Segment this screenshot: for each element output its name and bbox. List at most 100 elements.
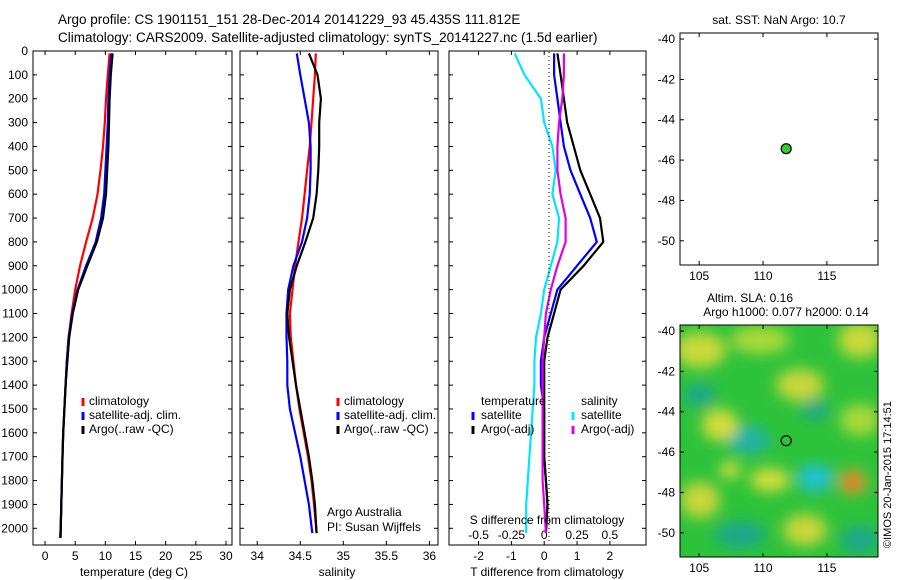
sst_map-ytick-label: -44: [658, 113, 676, 127]
temperature-xtick-label: 20: [159, 549, 173, 563]
salinity-legend-satellite: satellite-adj. clim.: [344, 408, 436, 422]
temperature-xtick-label: 25: [189, 549, 203, 563]
sla_map-ytick-label: -44: [658, 405, 676, 419]
difference-series-salinity-argo-adj-: [541, 53, 567, 534]
temperature-legend-climatology: climatology: [89, 394, 149, 408]
difference-legend-s-satellite: satellite: [581, 408, 622, 422]
salinity-series-argo-raw-qc-: [286, 52, 322, 534]
sla_map-ytick-label: -48: [658, 485, 676, 499]
difference-legend-t-satellite: satellite: [481, 408, 522, 422]
difference-x2tick-label: -0.5: [468, 528, 489, 542]
difference-x2tick-label: -0.25: [498, 528, 526, 542]
difference-xtick-label: -1: [506, 549, 517, 563]
difference-axes: [448, 50, 647, 546]
sst_map-ytick-label: -42: [658, 72, 676, 86]
salinity-xtick-label: 34: [251, 549, 265, 563]
depth-tick-label: 1000: [1, 283, 28, 297]
difference-series-temperature-argo-adj-: [543, 53, 605, 534]
salinity-legend-climatology: climatology: [344, 394, 404, 408]
depth-tick-label: 500: [8, 163, 28, 177]
sla_map-xtick-label: 105: [689, 561, 709, 575]
temperature-legend: climatology satellite-adj. clim. Argo(..…: [81, 394, 181, 436]
difference-legend-s-argo: Argo(-adj): [581, 422, 634, 436]
sst_map-ytick-label: -48: [658, 193, 676, 207]
temperature-xtick-label: 10: [99, 549, 113, 563]
difference-legend: temperature satellite Argo(-adj) salinit…: [471, 394, 634, 436]
sla_map-xtick-label: 115: [817, 561, 836, 575]
depth-tick-label: 1200: [1, 330, 28, 344]
sst-map-axes: [679, 32, 879, 266]
temperature-xtick-label: 5: [72, 549, 79, 563]
temperature-xlabel: temperature (deg C): [80, 565, 188, 579]
salinity-legend: climatology satellite-adj. clim. Argo(..…: [336, 394, 436, 436]
difference-legend-temperature-heading: temperature: [481, 394, 546, 408]
sla-heatmap: [680, 325, 878, 557]
header-line2: Climatology: CARS2009. Satellite-adjuste…: [58, 30, 598, 45]
depth-tick-label: 1400: [1, 378, 28, 392]
difference-x2tick-label: 0.5: [602, 528, 619, 542]
sst_map-xtick-label: 115: [817, 269, 836, 283]
temperature-legend-satellite: satellite-adj. clim.: [89, 408, 181, 422]
imos-watermark: ©IMOS 20-Jan-2015 17:14:51: [882, 401, 894, 548]
temperature-xtick-label: 15: [129, 549, 143, 563]
salinity-annotation-line2: PI: Susan Wijffels: [327, 520, 421, 534]
sla-map-title-line1: Altim. SLA: 0.16: [707, 291, 793, 305]
salinity-annotation-line1: Argo Australia: [327, 505, 402, 519]
salinity-xtick-label: 34.5: [289, 549, 313, 563]
difference-xtick-label: 0: [541, 549, 548, 563]
depth-tick-label: 400: [8, 139, 28, 153]
sst_map-xtick-label: 110: [753, 269, 772, 283]
difference-legend-t-argo: Argo(-adj): [481, 422, 534, 436]
sla_map-ytick-label: -42: [658, 364, 676, 378]
depth-tick-label: 600: [8, 187, 28, 201]
temperature-xtick-label: 30: [219, 549, 233, 563]
header-line1: Argo profile: CS 1901151_151 28-Dec-2014…: [58, 12, 520, 27]
depth-tick-label: 1300: [1, 354, 28, 368]
sst_map-ytick-label: -50: [658, 234, 676, 248]
salinity-xlabel: salinity: [319, 565, 356, 579]
depth-tick-label: 700: [8, 211, 28, 225]
profile-series: [59, 52, 792, 538]
difference-x2tick-label: 0.25: [565, 528, 589, 542]
sla_map-ytick-label: -40: [658, 324, 676, 338]
salinity-axes: [239, 50, 439, 546]
difference-x2label: S difference from climatology: [470, 513, 625, 527]
depth-tick-label: 2000: [1, 521, 28, 535]
salinity-xtick-label: 35.5: [375, 549, 399, 563]
sla_map-argo-position-marker: [780, 435, 792, 447]
difference-xtick-label: 2: [607, 549, 614, 563]
depth-tick-label: 1500: [1, 402, 28, 416]
depth-tick-label: 900: [8, 259, 28, 273]
depth-tick-label: 1600: [1, 426, 28, 440]
difference-xlabel: T difference from climatology: [470, 565, 624, 579]
sst_map-xtick-label: 105: [689, 269, 709, 283]
difference-xtick-label: 1: [574, 549, 581, 563]
sla-map-axes: [679, 324, 879, 558]
temperature-xtick-label: 0: [42, 549, 49, 563]
depth-tick-label: 1800: [1, 474, 28, 488]
sst_map-ytick-label: -46: [658, 153, 676, 167]
difference-x2tick-label: 0: [541, 528, 548, 542]
depth-tick-label: 1700: [1, 450, 28, 464]
difference-legend-salinity-heading: salinity: [581, 394, 618, 408]
sla-map-title-line2: Argo h1000: 0.077 h2000: 0.14: [703, 305, 869, 319]
sla_map-ytick-label: -46: [658, 445, 676, 459]
depth-tick-label: 300: [8, 116, 28, 130]
temperature-legend-argo: Argo(..raw -QC): [89, 422, 174, 436]
sst_map-ytick-label: -40: [658, 32, 676, 46]
difference-xtick-label: -2: [473, 549, 484, 563]
salinity-xtick-label: 35: [337, 549, 351, 563]
salinity-xtick-label: 36: [423, 549, 437, 563]
temperature-series-argo-raw-qc-: [59, 53, 114, 538]
sla_map-ytick-label: -50: [658, 526, 676, 540]
difference-series-salinity-satellite: [513, 52, 561, 534]
axis-ticks: 0 5 10 15 20 25 300100200300400500600700800900…: [1, 32, 878, 575]
depth-tick-label: 200: [8, 92, 28, 106]
salinity-legend-argo: Argo(..raw -QC): [344, 422, 429, 436]
depth-tick-label: 1900: [1, 497, 28, 511]
sst-map-title: sat. SST: NaN Argo: 10.7: [712, 13, 846, 27]
depth-tick-label: 100: [8, 68, 28, 82]
salinity-series-satellite-adj-clim-: [285, 53, 314, 534]
depth-tick-label: 0: [21, 44, 28, 58]
